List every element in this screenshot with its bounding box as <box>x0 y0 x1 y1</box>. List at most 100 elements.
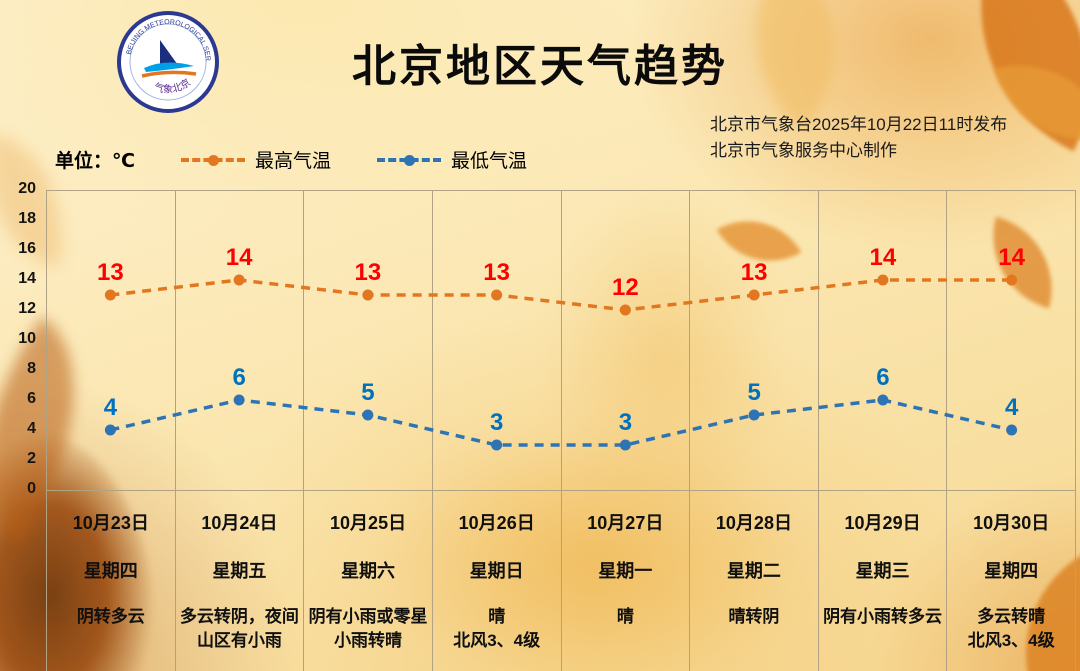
day-column: 10月30日 星期四 多云转晴 北风3、4级 <box>947 191 1076 671</box>
legend-item-high-temp: 最高气温 <box>181 146 331 173</box>
zero-baseline <box>46 490 1076 491</box>
publisher-line-2: 北京市气象服务中心制作 <box>710 141 897 161</box>
weather-label: 晴转阴 <box>728 607 780 626</box>
y-axis-tick-label: 4 <box>27 420 36 437</box>
weekday-label: 星期四 <box>83 561 138 581</box>
y-axis-tick-label: 16 <box>18 240 36 257</box>
data-point-marker <box>104 424 116 436</box>
trend-plot: 13 14 13 13 12 13 14 14 4 6 5 3 3 5 6 4 <box>97 244 1026 451</box>
data-point-marker <box>1006 424 1018 436</box>
data-point-marker <box>233 274 245 286</box>
day-column: 10月23日 星期四阴转多云 <box>47 191 176 671</box>
temp-value-label: 5 <box>747 379 760 406</box>
date-label: 10月24日 <box>201 513 278 533</box>
golden-wash-decoration <box>380 430 810 671</box>
y-axis-tick-label: 18 <box>18 210 36 227</box>
temp-value-label: 13 <box>483 259 510 286</box>
logo-wave-shape <box>144 62 194 72</box>
temp-value-label: 6 <box>876 364 889 391</box>
y-axis-tick-label: 14 <box>18 270 36 287</box>
logo-sail-shape <box>160 40 180 68</box>
y-axis-tick-label: 0 <box>27 480 36 497</box>
temp-value-label: 14 <box>998 244 1025 271</box>
day-column: 10月27日 星期一晴 <box>562 191 691 671</box>
weather-label: 阴有小雨或零星小雨转晴 <box>308 607 428 650</box>
weather-label: 阴有小雨转多云 <box>823 607 943 626</box>
publisher-line-1: 北京市气象台2025年10月22日11时发布 <box>710 115 1008 134</box>
y-axis-tick-label: 10 <box>18 330 36 347</box>
weather-label: 晴 <box>616 607 634 626</box>
weather-label: 晴 北风3、4级 <box>453 607 541 650</box>
y-axis-tick-label: 2 <box>27 450 36 467</box>
weekday-label: 星期五 <box>212 561 267 581</box>
date-label: 10月29日 <box>844 513 921 533</box>
temp-trend-line <box>110 278 1012 312</box>
day-columns: 10月23日 星期四 阴转多云 10月24日 星期五 多云转阴，夜间山区有小雨 10月25日… <box>46 190 1076 671</box>
data-point-marker <box>362 409 374 421</box>
data-point-marker <box>877 394 889 406</box>
weekday-label: 星期日 <box>469 561 524 581</box>
y-axis-tick-label: 12 <box>18 300 36 317</box>
page-title: 北京地区天气趋势 <box>352 42 728 91</box>
day-column: 10月28日 星期二晴转阴 <box>690 191 819 671</box>
data-point-marker <box>748 289 760 301</box>
date-label: 10月23日 <box>72 513 149 533</box>
temp-value-label: 5 <box>361 379 374 406</box>
temp-value-label: 4 <box>104 394 118 421</box>
date-label: 10月26日 <box>458 513 535 533</box>
temp-trend-line <box>109 398 1013 447</box>
date-label: 10月30日 <box>973 513 1050 533</box>
weather-label: 多云转阴，夜间山区有小雨 <box>179 607 299 650</box>
date-label: 10月25日 <box>330 513 407 533</box>
y-axis-labels: 20 18 16 14 12 10 8 6 4 2 0 <box>8 180 40 497</box>
temp-value-label: 3 <box>490 409 503 436</box>
temp-value-label: 4 <box>1005 394 1019 421</box>
golden-wash-decoration <box>545 190 785 520</box>
weekday-label: 星期一 <box>598 561 653 581</box>
temp-value-label: 13 <box>97 259 124 286</box>
day-column: 10月29日 星期三阴有小雨转多云 <box>819 191 948 671</box>
data-point-marker <box>491 289 503 301</box>
date-label: 10月27日 <box>587 513 664 533</box>
data-point-marker <box>491 439 503 451</box>
high-temp-dot-icon <box>208 154 220 166</box>
weekday-label: 星期六 <box>341 561 396 581</box>
low-temp-legend-label: 最低气温 <box>451 151 528 172</box>
weather-label: 阴转多云 <box>76 607 145 626</box>
temp-value-label: 14 <box>226 244 253 271</box>
data-point-marker <box>877 274 889 286</box>
temperature-trend-chart: 20 18 16 14 12 10 8 6 4 2 0 10月23日 星期四 阴转多云 10月24日 星期五… <box>18 180 1076 671</box>
high-temp-line-swatch <box>181 154 246 166</box>
y-axis-tick-label: 20 <box>18 180 36 197</box>
weekday-label: 星期三 <box>855 561 910 581</box>
data-point-marker <box>748 409 760 421</box>
data-point-marker <box>619 439 631 451</box>
weather-label: 多云转晴 北风3、4级 <box>967 607 1055 650</box>
temp-value-label: 13 <box>741 259 768 286</box>
y-axis-tick-label: 6 <box>27 390 36 407</box>
data-point-marker <box>1006 274 1018 286</box>
temp-value-label: 13 <box>355 259 382 286</box>
high-temp-legend-label: 最高气温 <box>255 151 332 172</box>
data-point-marker <box>104 289 116 301</box>
data-point-marker <box>619 304 631 316</box>
day-column: 10月26日 星期日晴 北风3、4级 <box>433 191 562 671</box>
temp-value-label: 14 <box>870 244 897 271</box>
logo-orange-stroke <box>141 70 197 78</box>
date-label: 10月28日 <box>715 513 792 533</box>
legend: 单位：℃ 最高气温 最低气温 <box>55 146 527 173</box>
temp-value-label: 3 <box>619 409 632 436</box>
low-temp-dot-icon <box>404 154 416 166</box>
publisher-info: 北京市气象台2025年10月22日11时发布 北京市气象服务中心制作 <box>710 112 1007 165</box>
low-temp-line-swatch <box>377 154 442 166</box>
temp-value-label: 12 <box>612 274 639 301</box>
day-column: 10月24日 星期五多云转阴，夜间山区有小雨 <box>176 191 305 671</box>
weekday-label: 星期二 <box>726 561 781 581</box>
temp-value-label: 6 <box>232 364 245 391</box>
legend-item-low-temp: 最低气温 <box>377 146 527 173</box>
data-point-marker <box>233 394 245 406</box>
data-point-marker <box>362 289 374 301</box>
beijing-meteorological-service-logo: BEIJING METEOROLOGICAL SERVICE 气象北京 <box>116 10 219 113</box>
